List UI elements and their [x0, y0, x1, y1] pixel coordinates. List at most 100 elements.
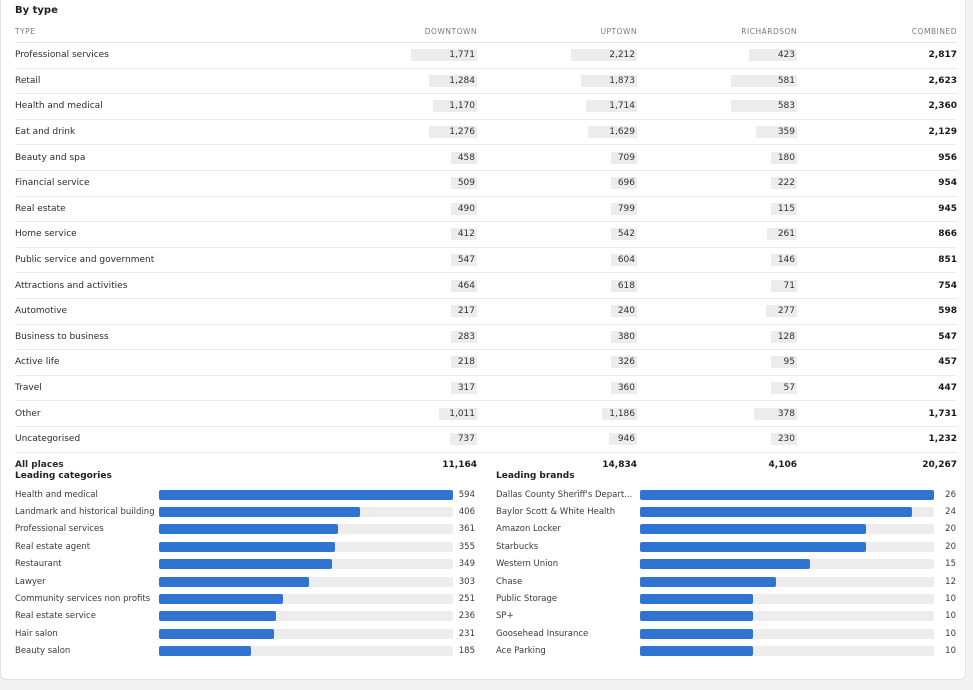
uptown-value: 1,873	[581, 74, 637, 87]
col-header-uptown[interactable]: UPTOWN	[477, 21, 637, 43]
table-row[interactable]: Retail 1,284 1,873 581 2,623	[15, 68, 957, 95]
bar-fill	[159, 646, 251, 657]
value-bar	[611, 177, 637, 190]
downtown-value: 509	[451, 177, 477, 190]
uptown-value: 946	[609, 433, 637, 446]
leading-categories-title: Leading categories	[15, 471, 112, 481]
richardson-value-text: 277	[777, 306, 795, 317]
table-row[interactable]: Public service and government 547 604 146 85…	[15, 247, 957, 274]
downtown-value-text: 283	[457, 331, 475, 342]
uptown-value-text: 696	[617, 178, 635, 189]
uptown-value-text: 1,629	[609, 127, 635, 138]
col-header-combined[interactable]: COMBINED	[797, 21, 957, 43]
table-row[interactable]: Business to business 283 380 128 547	[15, 324, 957, 351]
uptown-value: 326	[611, 356, 637, 369]
table-row[interactable]: Financial service 509 696 222 954	[15, 170, 957, 197]
category-row[interactable]: Hair salon 231	[15, 625, 475, 642]
richardson-value: 57	[771, 382, 797, 395]
downtown-value-text: 490	[457, 203, 475, 214]
value-bar	[586, 100, 637, 113]
category-row-value: 236	[458, 611, 475, 622]
category-row[interactable]: Restaurant 349	[15, 556, 475, 573]
table-row[interactable]: Attractions and activities 464 618 71 754	[15, 272, 957, 299]
table-row[interactable]: Uncategorised 737 946 230 1,232	[15, 426, 957, 453]
category-row-label: Hair salon	[15, 628, 58, 639]
combined-cell: 954	[797, 170, 957, 197]
table-row[interactable]: Beauty and spa 458 709 180 956	[15, 144, 957, 171]
category-row[interactable]: Lawyer 303	[15, 573, 475, 590]
value-bar	[767, 228, 797, 241]
category-row-value: 185	[458, 646, 475, 657]
category-row[interactable]: Real estate service 236	[15, 608, 475, 625]
uptown-cell: 1,873	[477, 68, 637, 95]
value-bar	[771, 330, 797, 343]
col-header-type[interactable]: TYPE	[15, 21, 315, 43]
brand-row[interactable]: Chase 12	[496, 573, 956, 590]
brand-row[interactable]: Public Storage 10	[496, 590, 956, 607]
downtown-value: 490	[451, 202, 477, 215]
brand-row[interactable]: Goosehead Insurance 10	[496, 625, 956, 642]
richardson-value: 581	[731, 74, 797, 87]
by-type-body: Professional services 1,771 2,212 423 2,817 R…	[15, 42, 957, 478]
downtown-value: 1,170	[433, 100, 477, 113]
downtown-value: 1,771	[411, 49, 477, 62]
bar-track	[640, 507, 935, 518]
table-row[interactable]: Home service 412 542 261 866	[15, 221, 957, 248]
brand-row[interactable]: SP+ 10	[496, 608, 956, 625]
combined-cell: 754	[797, 272, 957, 299]
downtown-value-text: 458	[457, 152, 475, 163]
category-row[interactable]: Health and medical 594	[15, 486, 475, 503]
brand-row[interactable]: Starbucks 20	[496, 538, 956, 555]
table-row[interactable]: Health and medical 1,170 1,714 583 2,360	[15, 93, 957, 120]
bar-fill	[640, 594, 754, 605]
table-row[interactable]: Real estate 490 799 115 945	[15, 196, 957, 223]
leading-brands-title: Leading brands	[496, 471, 575, 481]
category-row[interactable]: Professional services 361	[15, 521, 475, 538]
bar-fill	[159, 628, 274, 639]
downtown-value: 458	[451, 151, 477, 164]
category-row[interactable]: Landmark and historical building 406	[15, 503, 475, 520]
category-row[interactable]: Community services non profits 251	[15, 590, 475, 607]
brand-row[interactable]: Dallas County Sheriff's Depart... 26	[496, 486, 956, 503]
table-row[interactable]: Other 1,011 1,186 378 1,731	[15, 400, 957, 427]
category-row[interactable]: Beauty salon 185	[15, 643, 475, 660]
brand-row[interactable]: Western Union 15	[496, 556, 956, 573]
value-bar	[433, 100, 477, 113]
table-row[interactable]: Active life 218 326 95 457	[15, 349, 957, 376]
bar-fill	[640, 576, 776, 587]
table-row[interactable]: Eat and drink 1,276 1,629 359 2,129	[15, 119, 957, 146]
brand-row[interactable]: Ace Parking 10	[496, 643, 956, 660]
table-row[interactable]: Automotive 217 240 277 598	[15, 298, 957, 325]
uptown-value-text: 604	[617, 255, 635, 266]
col-header-downtown[interactable]: DOWNTOWN	[315, 21, 477, 43]
brand-row[interactable]: Baylor Scott & White Health 24	[496, 503, 956, 520]
uptown-cell: 696	[477, 170, 637, 197]
downtown-value-text: 547	[457, 255, 475, 266]
category-row-label: Landmark and historical building	[15, 507, 155, 518]
bar-track	[159, 541, 454, 552]
downtown-value-text: 509	[457, 178, 475, 189]
category-row[interactable]: Real estate agent 355	[15, 538, 475, 555]
total-row: All places 11,164 14,834 4,106 20,267	[15, 452, 957, 477]
category-row-value: 594	[458, 489, 475, 500]
downtown-value: 464	[451, 279, 477, 292]
combined-cell: 598	[797, 298, 957, 325]
table-row[interactable]: Travel 317 360 57 447	[15, 375, 957, 402]
downtown-cell: 283	[315, 324, 477, 351]
table-row[interactable]: Professional services 1,771 2,212 423 2,817	[15, 42, 957, 69]
downtown-value: 412	[451, 228, 477, 241]
brand-row-value: 10	[945, 611, 956, 622]
downtown-cell: 509	[315, 170, 477, 197]
brand-row[interactable]: Amazon Locker 20	[496, 521, 956, 538]
value-bar	[771, 382, 797, 395]
col-header-richardson[interactable]: RICHARDSON	[637, 21, 797, 43]
bar-track	[159, 611, 454, 622]
value-bar	[588, 126, 637, 139]
bar-fill	[159, 507, 361, 518]
richardson-cell: 581	[637, 68, 797, 95]
richardson-cell: 128	[637, 324, 797, 351]
brand-row-label: Western Union	[496, 559, 559, 570]
value-bar	[611, 305, 637, 318]
richardson-value-text: 359	[777, 127, 795, 138]
combined-cell: 547	[797, 324, 957, 351]
